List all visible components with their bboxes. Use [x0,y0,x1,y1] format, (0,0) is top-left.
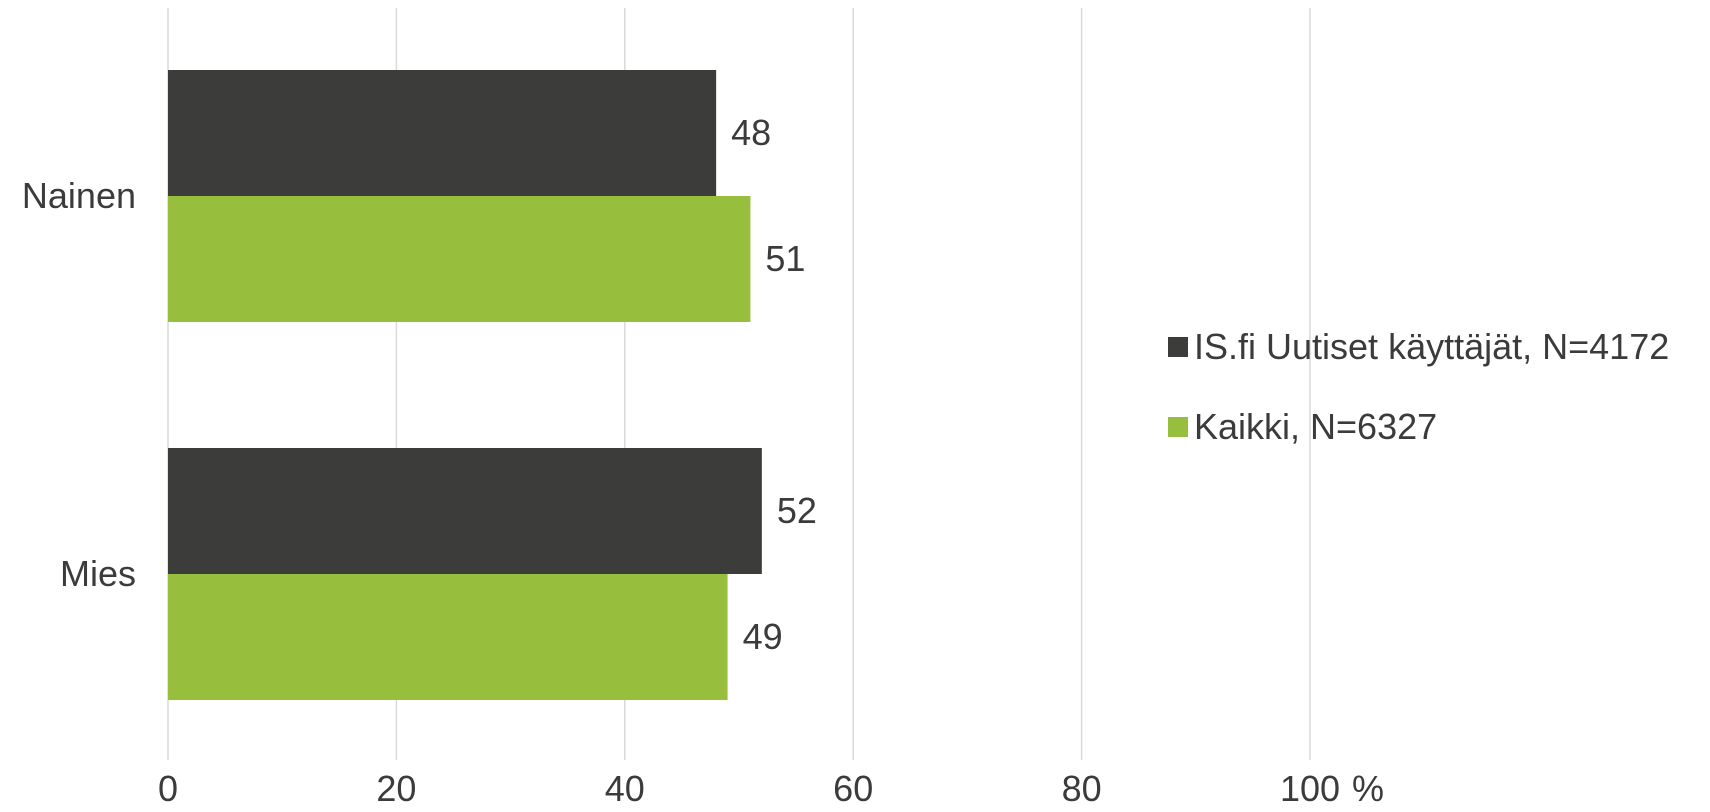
data-label-s2-nainen: 51 [765,238,805,279]
category-label-1: Mies [60,553,136,594]
x-tick-label-3: 60 [833,768,873,809]
x-tick-label-1: 20 [376,768,416,809]
legend-item-series-2: Kaikki, N=6327 [1168,406,1669,447]
x-tick-label-4: 80 [1062,768,1102,809]
x-unit-label: % [1352,768,1384,809]
x-tick-label-0: 0 [158,768,178,809]
bar-s1-nainen [168,70,717,196]
legend-swatch-series-2 [1168,417,1188,437]
x-tick-label-2: 40 [605,768,645,809]
data-label-s1-mies: 52 [777,490,817,531]
bar-s2-mies [168,574,728,700]
bar-s2-nainen [168,196,751,322]
legend-label-series-2: Kaikki, N=6327 [1194,406,1438,447]
data-label-s1-nainen: 48 [731,112,771,153]
legend: IS.fi Uutiset käyttäjät, N=4172 Kaikki, … [1168,326,1670,487]
data-label-s2-mies: 49 [743,616,783,657]
legend-item-series-1: IS.fi Uutiset käyttäjät, N=4172 [1168,326,1670,367]
category-label-0: Nainen [22,175,136,216]
bar-s1-mies [168,448,762,574]
x-tick-label-5: 100 [1280,768,1340,809]
legend-label-series-1: IS.fi Uutiset käyttäjät, N=4172 [1194,326,1670,367]
legend-swatch-series-1 [1168,337,1188,357]
